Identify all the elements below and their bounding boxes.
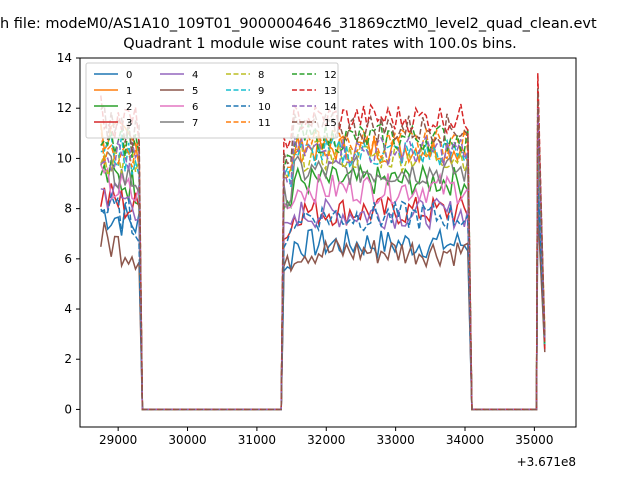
- series-line-12: [100, 95, 546, 411]
- legend-label-11: 11: [258, 118, 271, 129]
- y-tick-label: 8: [64, 202, 72, 216]
- legend-label-5: 5: [192, 86, 198, 97]
- chart-title-file: h file: modeM0/AS1A10_109T01_9000004646_…: [0, 16, 597, 32]
- series-line-15: [100, 88, 546, 411]
- legend-label-4: 4: [192, 70, 198, 81]
- chart-title: Quadrant 1 module wise count rates with …: [123, 36, 517, 52]
- x-offset-label: +3.671e8: [517, 455, 576, 469]
- x-tick-label: 34000: [446, 433, 484, 447]
- legend-label-2: 2: [126, 102, 132, 113]
- x-tick-label: 29000: [99, 433, 137, 447]
- y-tick-label: 4: [64, 302, 72, 316]
- legend-label-1: 1: [126, 86, 132, 97]
- legend-box: [85, 62, 339, 139]
- x-tick-label: 30000: [168, 433, 206, 447]
- legend-label-0: 0: [126, 70, 132, 81]
- x-tick-label: 35000: [515, 433, 553, 447]
- y-tick-label: 6: [64, 252, 72, 266]
- legend-label-13: 13: [324, 86, 337, 97]
- legend-label-3: 3: [126, 118, 132, 129]
- x-tick-label: 31000: [238, 433, 276, 447]
- legend-label-15: 15: [324, 118, 337, 129]
- legend-label-7: 7: [192, 118, 198, 129]
- y-tick-label: 12: [57, 101, 72, 115]
- y-tick-label: 2: [64, 352, 72, 366]
- legend-label-8: 8: [258, 70, 264, 81]
- legend-label-10: 10: [258, 102, 271, 113]
- x-tick-label: 32000: [307, 433, 345, 447]
- legend-label-12: 12: [324, 70, 337, 81]
- y-tick-label: 14: [57, 51, 72, 65]
- y-tick-label: 10: [57, 151, 72, 165]
- y-tick-label: 0: [64, 402, 72, 416]
- x-tick-label: 33000: [377, 433, 415, 447]
- legend-label-9: 9: [258, 86, 264, 97]
- legend-label-6: 6: [192, 102, 198, 113]
- legend-label-14: 14: [324, 102, 337, 113]
